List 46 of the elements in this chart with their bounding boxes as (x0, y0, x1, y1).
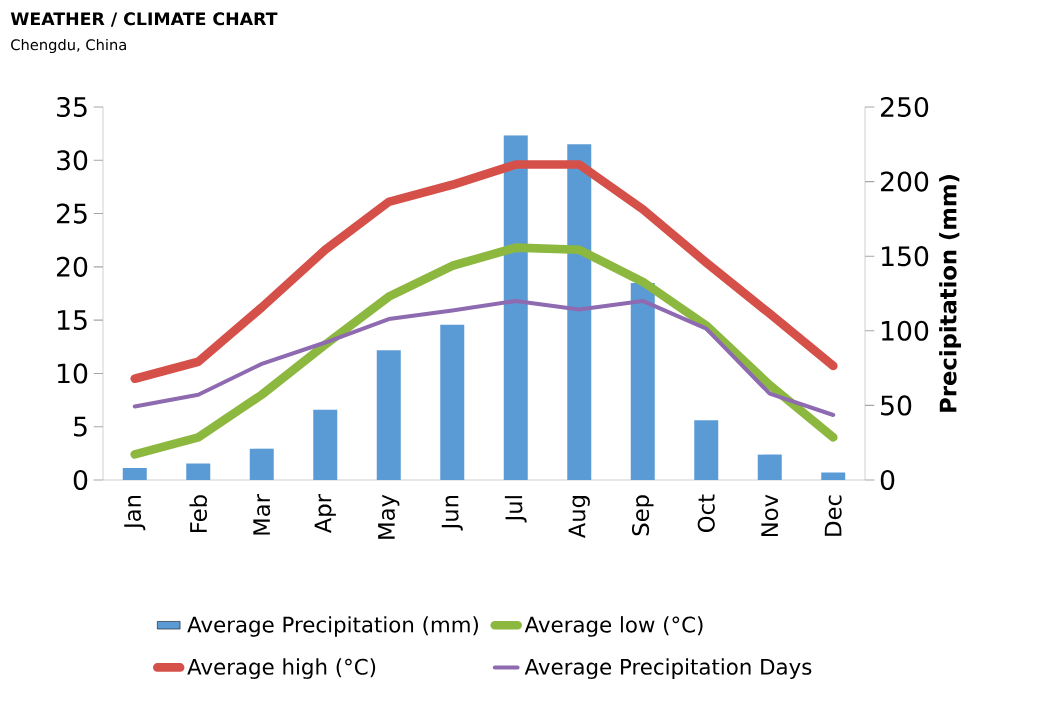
legend-label: Average Precipitation Days (524, 658, 812, 679)
y2-tick-label: 100 (881, 320, 929, 341)
x-tick-label: Oct (697, 494, 715, 532)
legend-label: Average Precipitation (mm) (187, 616, 478, 637)
bar (313, 409, 338, 480)
y2-tick-label: 50 (881, 395, 912, 416)
x-tick-label: Aug (568, 496, 590, 539)
bar (122, 468, 147, 480)
y2-tick-label: 250 (880, 96, 929, 118)
x-tick-label: Apr (314, 494, 336, 534)
x-tick-label: Sep (631, 495, 654, 536)
bar (694, 420, 719, 480)
x-tick-label: Mar (253, 494, 271, 535)
bar (567, 144, 592, 480)
x-tick-label: May (378, 494, 400, 539)
chart-subtitle: Chengdu, China (11, 38, 126, 54)
x-tick-label: Feb (189, 495, 208, 532)
bar (757, 454, 782, 480)
bar (376, 350, 401, 480)
y-tick-label: 5 (74, 416, 87, 437)
x-tick-label: Nov (761, 494, 779, 537)
x-tick-label: Jun (441, 495, 463, 531)
y2-axis-title: Precipitation (mm) (939, 175, 962, 412)
bar (630, 283, 655, 480)
x-tick-label: Jan (124, 495, 146, 531)
x-tick-label: Jul (504, 496, 527, 523)
bar (503, 135, 528, 480)
legend-label: Average high (°C) (187, 658, 376, 679)
y-tick-label: 30 (57, 150, 88, 171)
bar (821, 472, 846, 480)
bar (186, 463, 211, 480)
y-tick-label: 10 (57, 363, 88, 384)
bar (440, 324, 465, 480)
y2-tick-label: 0 (880, 469, 895, 491)
y-tick-label: 20 (56, 256, 88, 277)
chart-title: WEATHER / CLIMATE CHART (10, 12, 278, 27)
y-tick-label: 15 (57, 310, 87, 331)
y-tick-label: 0 (73, 469, 88, 491)
y-tick-label: 35 (57, 96, 87, 118)
y-tick-label: 25 (56, 203, 87, 224)
x-tick-label: Dec (824, 495, 842, 536)
line-series (132, 298, 836, 417)
y2-tick-label: 200 (880, 171, 929, 192)
bar (249, 448, 274, 480)
y2-tick-label: 150 (881, 246, 929, 267)
legend-label: Average low (°C) (524, 616, 703, 637)
